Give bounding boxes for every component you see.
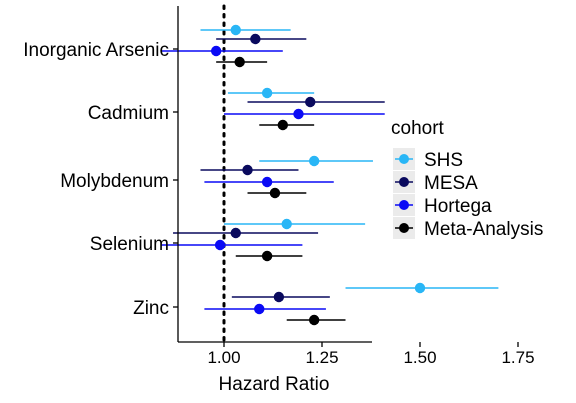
point-hortega-cadmium xyxy=(293,108,304,120)
point-shs-inorganic-arsenic xyxy=(230,24,241,36)
point-mesa-zinc xyxy=(273,291,285,303)
point-mesa-cadmium xyxy=(305,96,316,108)
point-shs-cadmium xyxy=(261,87,273,99)
point-hortega-inorganic-arsenic xyxy=(210,45,222,57)
point-meta-analysis-inorganic-arsenic xyxy=(234,56,245,68)
x-tick-label-2: 1.50 xyxy=(403,348,436,367)
legend-key-point-meta-analysis xyxy=(399,223,409,233)
x-tick-label-3: 1.75 xyxy=(501,348,534,367)
point-shs-molybdenum xyxy=(308,155,320,167)
legend-label-hortega: Hortega xyxy=(424,196,492,217)
point-meta-analysis-molybdenum xyxy=(269,187,281,199)
legend-key-point-hortega xyxy=(399,200,409,210)
y-tick-label-molybdenum: Molybdenum xyxy=(60,171,169,192)
x-axis-title: Hazard Ratio xyxy=(219,374,330,395)
legend-key-point-shs xyxy=(399,154,409,164)
point-hortega-zinc xyxy=(254,303,265,315)
x-axis: 1.00 1.25 1.50 1.75 xyxy=(178,341,535,367)
point-meta-analysis-cadmium xyxy=(277,119,288,131)
legend-label-shs: SHS xyxy=(424,150,463,171)
y-tick-label-selenium: Selenium xyxy=(90,234,169,255)
legend-key-point-mesa xyxy=(399,177,409,187)
y-tick-label-cadmium: Cadmium xyxy=(88,103,169,124)
x-tick-label-1: 1.25 xyxy=(305,348,338,367)
point-mesa-molybdenum xyxy=(242,164,253,176)
y-tick-label-inorganic-arsenic: Inorganic Arsenic xyxy=(23,40,169,61)
legend-label-meta-analysis: Meta-Analysis xyxy=(424,219,543,240)
legend-title: cohort xyxy=(391,118,445,139)
y-axis: Inorganic Arsenic Cadmium Molybdenum Seleni… xyxy=(23,6,179,342)
point-hortega-molybdenum xyxy=(261,176,273,188)
point-hortega-selenium xyxy=(214,239,226,251)
point-mesa-inorganic-arsenic xyxy=(250,33,261,45)
x-tick-label-0: 1.00 xyxy=(207,348,240,367)
plot-area xyxy=(161,4,499,344)
y-tick-label-zinc: Zinc xyxy=(133,298,169,319)
point-meta-analysis-zinc xyxy=(308,314,320,326)
point-shs-zinc xyxy=(414,282,426,294)
point-meta-analysis-selenium xyxy=(261,250,273,262)
legend-label-mesa: MESA xyxy=(424,173,478,194)
point-mesa-selenium xyxy=(230,227,241,239)
point-shs-selenium xyxy=(281,218,292,230)
